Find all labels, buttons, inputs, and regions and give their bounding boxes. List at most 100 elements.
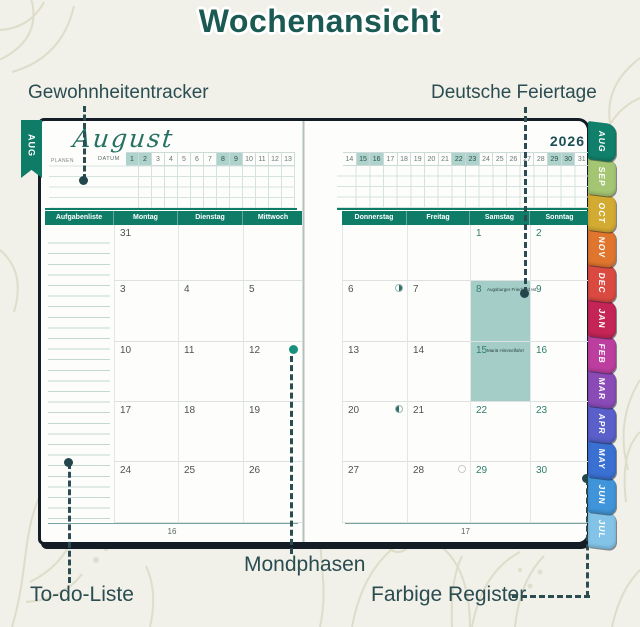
leader-line <box>83 106 86 180</box>
callout-colored-tabs: Farbige Register <box>371 583 527 606</box>
date-number: 9 <box>536 284 542 295</box>
month-tab-aug: AUG <box>588 121 616 163</box>
calendar-cell <box>243 225 303 281</box>
calendar-cell: 27 <box>342 462 407 523</box>
calendar-cell: 11 <box>178 342 243 402</box>
month-tab-jun: JUN <box>588 474 616 516</box>
date-strip-cell: 17 <box>384 153 398 165</box>
date-number: 31 <box>120 228 132 239</box>
month-tab-jan: JAN <box>588 297 616 339</box>
calendar-cell: 9 <box>530 281 589 342</box>
calendar-cell: 4 <box>178 281 243 342</box>
calendar-cell: 25 <box>178 462 243 523</box>
calendar-cell: 23 <box>530 402 589 462</box>
calendar-cell: 31 <box>114 225 178 281</box>
calendar-cell: 13 <box>342 342 407 402</box>
calendar-cell: 26 <box>243 462 303 523</box>
moon-phase-icon-new-moon <box>289 345 298 354</box>
leader-line <box>290 356 293 554</box>
column-header-donnerstag: Donnerstag <box>342 211 407 225</box>
moon-phase-icon-last-quarter <box>395 284 403 292</box>
date-strip-cell: 21 <box>439 153 453 165</box>
date-strip-cell: 15 <box>356 153 371 165</box>
calendar-cell: 22 <box>470 402 530 462</box>
calendar-cell: 2 <box>530 225 589 281</box>
year-label: 2026 <box>549 133 585 149</box>
date-strip-cell: 4 <box>165 153 178 165</box>
calendar-cell: 10 <box>114 342 178 402</box>
calendar-cell <box>342 225 407 281</box>
leader-line <box>524 107 527 293</box>
date-number: 15 <box>476 345 488 356</box>
date-strip-cell: 30 <box>561 153 576 165</box>
calendar-cell: 5 <box>243 281 303 342</box>
date-strip-cell: 26 <box>507 153 521 165</box>
leader-dot <box>582 474 591 483</box>
month-script-title: August <box>71 124 176 153</box>
date-number: 22 <box>476 405 488 416</box>
calendar-cell: 3 <box>114 281 178 342</box>
date-number: 19 <box>249 405 261 416</box>
date-number: 20 <box>348 405 360 416</box>
holiday-name: Mariä Himmelfahrt <box>487 348 524 353</box>
leader-dot <box>64 458 73 467</box>
page-number-left: 16 <box>167 527 177 536</box>
bookmark-label: AUG <box>26 133 37 157</box>
month-tab-label: OCT <box>597 201 607 224</box>
date-number: 7 <box>413 284 419 295</box>
date-number: 3 <box>120 284 126 295</box>
month-tab-label: FEB <box>597 342 607 365</box>
month-tab-label: MAY <box>597 448 607 471</box>
leader-dot <box>79 176 88 185</box>
month-tab-jul: JUL <box>588 509 616 551</box>
date-number: 17 <box>120 405 132 416</box>
column-header-mittwoch: Mittwoch <box>257 214 289 221</box>
date-strip-cell: 29 <box>548 153 562 165</box>
footer-rule <box>345 523 587 524</box>
month-tab-label: JAN <box>597 307 607 329</box>
calendar-cell: 20 <box>342 402 407 462</box>
month-tab-mar: MAR <box>588 368 616 410</box>
date-strip-cell: 22 <box>452 153 467 165</box>
month-tab-oct: OCT <box>588 191 616 234</box>
month-tab-label: NOV <box>597 236 607 259</box>
column-header-freitag: Freitag <box>407 211 470 225</box>
calendar-cell: 24 <box>114 462 178 523</box>
calendar-cell: 18 <box>178 402 243 462</box>
date-number: 21 <box>413 405 425 416</box>
page-title: Wochenansicht <box>198 3 442 39</box>
date-number: 2 <box>536 228 542 239</box>
date-strip-left: 1 2 3 4 5 6 7 8 9 10 11 12 13 <box>126 152 295 166</box>
calendar-cell <box>178 225 243 281</box>
date-number: 26 <box>249 465 261 476</box>
date-strip-cell: 8 <box>217 153 230 165</box>
date-number: 16 <box>536 345 548 356</box>
separator <box>337 208 589 210</box>
leader-line <box>68 463 71 583</box>
month-tab-sep: SEP <box>588 156 616 198</box>
date-strip-cell: 6 <box>191 153 204 165</box>
month-tab-apr: APR <box>588 403 616 445</box>
date-strip-cell: 20 <box>425 153 439 165</box>
month-tab-nov: NOV <box>588 226 616 269</box>
calendar-cell: 1 <box>470 225 530 281</box>
date-strip-cell: 23 <box>466 153 480 165</box>
month-tab-label: MAR <box>597 377 607 401</box>
calendar-cell: 12 <box>243 342 303 402</box>
calendar-cell: 17 <box>114 402 178 462</box>
month-tab-label: AUG <box>597 130 607 154</box>
date-number: 29 <box>476 465 488 476</box>
page-number-right: 17 <box>461 527 470 536</box>
moon-phase-icon-first-quarter <box>395 405 403 413</box>
date-number: 10 <box>120 345 132 356</box>
month-tab-label: SEP <box>597 166 607 188</box>
date-strip-cell: 14 <box>343 153 357 165</box>
date-strip-cell: 7 <box>204 153 217 165</box>
date-number: 6 <box>348 284 354 295</box>
date-number: 12 <box>249 345 261 356</box>
date-strip-cell: 28 <box>534 153 549 165</box>
holiday-name: Augsburger Friedensfest <box>487 287 537 292</box>
calendar-cell: 15 Mariä Himmelfahrt <box>470 342 530 402</box>
leader-dot <box>520 289 529 298</box>
month-tab-dec: DEC <box>588 262 616 304</box>
